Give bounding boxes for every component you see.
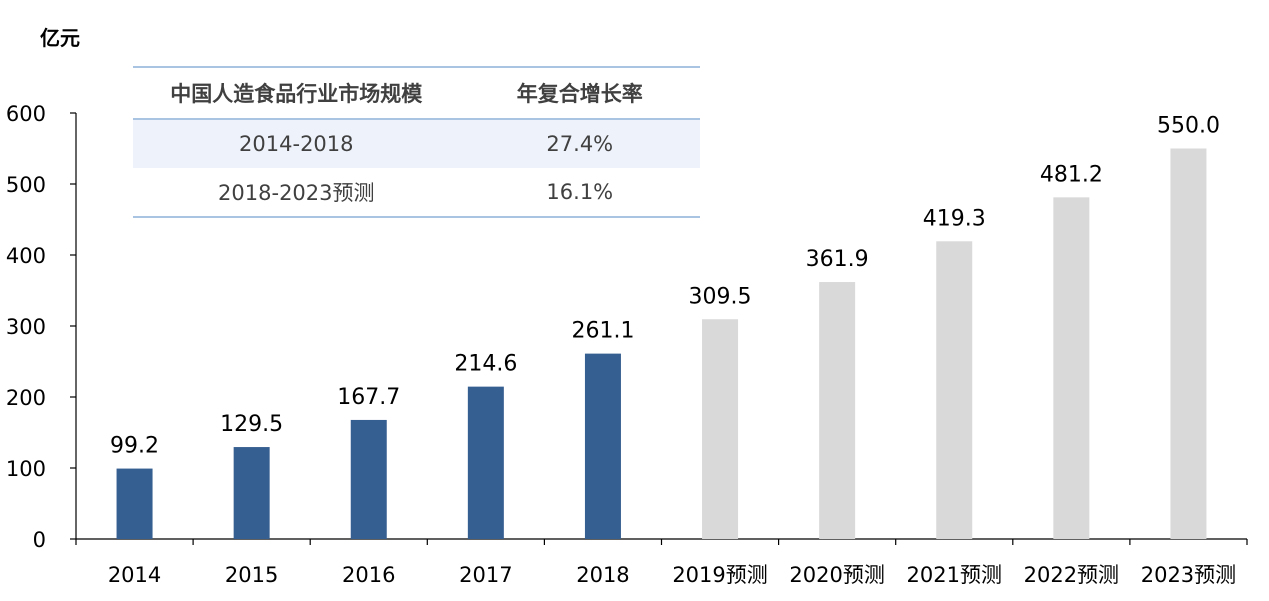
data-label: 419.3	[923, 206, 986, 231]
table-row: 2014-2018 27.4%	[133, 119, 700, 168]
table-cell-period: 2018-2023预测	[133, 168, 460, 218]
y-tick-label: 600	[6, 102, 46, 126]
y-tick-label: 300	[6, 315, 46, 339]
bar-2019预测	[702, 319, 739, 539]
bars	[116, 148, 1207, 539]
cagr-summary-table: 中国人造食品行业市场规模 年复合增长率 2014-2018 27.4% 2018…	[133, 66, 700, 218]
bar-2023预测	[1170, 148, 1207, 539]
data-label: 361.9	[806, 247, 869, 272]
data-label: 99.2	[110, 434, 159, 459]
data-label: 550.0	[1157, 114, 1220, 139]
table-cell-cagr: 16.1%	[459, 168, 700, 218]
bar-2017	[467, 386, 504, 539]
y-tick-label: 400	[6, 244, 46, 268]
x-tick-label: 2023预测	[1141, 563, 1236, 587]
x-tick-label: 2014	[108, 563, 161, 587]
x-tick-label: 2019预测	[672, 563, 767, 587]
table-cell-period: 2014-2018	[133, 119, 460, 168]
y-axis: 0 100 200 300 400 500 600	[6, 102, 77, 552]
bar-2022预测	[1053, 197, 1090, 539]
x-tick-label: 2016	[342, 563, 395, 587]
y-tick-label: 100	[6, 457, 46, 481]
y-axis-unit-label: 亿元	[40, 26, 80, 50]
x-axis: 2014 2015 2016 2017 2018 2019预测 2020预测 2021预测 20…	[75, 538, 1248, 587]
x-tick-label: 2018	[576, 563, 629, 587]
y-tick-label: 500	[6, 173, 46, 197]
y-tick-label: 0	[33, 528, 46, 552]
bar-2021预测	[936, 241, 973, 539]
x-tick-label: 2021预测	[907, 563, 1002, 587]
data-label: 309.5	[689, 284, 752, 309]
y-tick-label: 200	[6, 386, 46, 410]
bar-2015	[233, 447, 270, 539]
table-header-cagr: 年复合增长率	[459, 66, 700, 120]
data-label: 129.5	[220, 412, 283, 437]
data-label: 167.7	[337, 385, 400, 410]
data-label: 481.2	[1040, 162, 1103, 187]
bar-2018	[584, 353, 621, 539]
bar-2016	[350, 419, 387, 539]
table-header-row: 中国人造食品行业市场规模 年复合增长率	[133, 66, 700, 120]
bar-2014	[116, 468, 153, 539]
bar-2020预测	[819, 282, 856, 539]
data-labels: 99.2 129.5 167.7 214.6 261.1 309.5 361.9 419.3 4…	[110, 114, 1220, 459]
x-tick-label: 2017	[459, 563, 512, 587]
x-tick-label: 2020预测	[789, 563, 884, 587]
data-label: 261.1	[571, 319, 634, 344]
table-cell-cagr: 27.4%	[459, 119, 700, 168]
x-tick-label: 2015	[225, 563, 278, 587]
table-row: 2018-2023预测 16.1%	[133, 168, 700, 218]
data-label: 214.6	[454, 352, 517, 377]
table-header-market-size: 中国人造食品行业市场规模	[133, 66, 460, 120]
x-tick-label: 2022预测	[1024, 563, 1119, 587]
